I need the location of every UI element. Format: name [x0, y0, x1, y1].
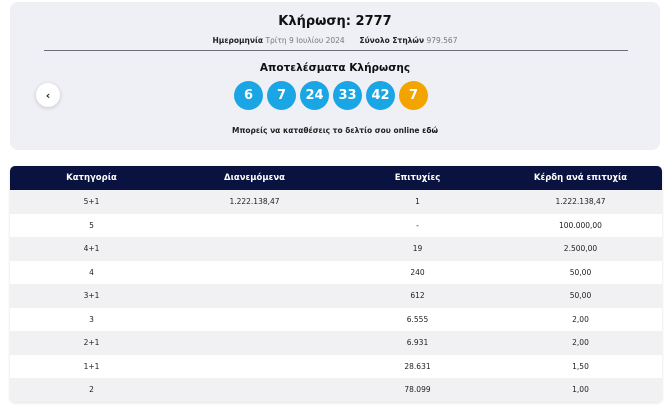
draw-title: Κλήρωση: 2777	[278, 14, 392, 29]
table-row: 2+1 6.931 2,00	[10, 331, 662, 355]
category-cell: 3+1	[10, 284, 173, 308]
prize-cell: 50,00	[499, 284, 662, 308]
columns-label: Σύνολο Στηλών	[359, 36, 425, 45]
distributed-cell	[173, 307, 336, 331]
column-header-winners: Επιτυχίες	[336, 166, 499, 190]
distributed-cell	[173, 260, 336, 284]
category-cell: 5+1	[10, 190, 173, 214]
category-cell: 2+1	[10, 331, 173, 355]
number-ball: 6	[234, 81, 263, 110]
prize-cell: 1,00	[499, 378, 662, 402]
winners-cell: -	[336, 213, 499, 237]
prize-cell: 1,50	[499, 354, 662, 378]
table-header-row: Κατηγορία Διανεμόμενα Επιτυχίες Κέρδη αν…	[10, 166, 662, 190]
distributed-cell	[173, 331, 336, 355]
prize-cell: 2,00	[499, 307, 662, 331]
column-header-distributed: Διανεμόμενα	[173, 166, 336, 190]
results-title: Αποτελέσματα Κλήρωσης	[259, 62, 411, 74]
distributed-cell: 1.222.138,47	[173, 190, 336, 214]
category-cell: 4	[10, 260, 173, 284]
winners-cell: 6.555	[336, 307, 499, 331]
columns-value: 979.567	[426, 36, 458, 45]
winners-cell: 78.099	[336, 378, 499, 402]
distributed-cell	[173, 237, 336, 261]
distributed-cell	[173, 284, 336, 308]
winning-numbers: 6 7 24 33 42 7	[234, 81, 428, 110]
chevron-left-icon: ‹	[45, 88, 51, 102]
table-row: 1+1 28.631 1,50	[10, 354, 662, 378]
distributed-cell	[173, 378, 336, 402]
bet-online-link[interactable]: εδώ	[422, 126, 438, 135]
winners-cell: 19	[336, 237, 499, 261]
table-row: 5+1 1.222.138,47 1 1.222.138,47	[10, 190, 662, 214]
divider	[44, 50, 628, 51]
previous-draw-button[interactable]: ‹	[36, 83, 60, 107]
prize-cell: 2.500,00	[499, 237, 662, 261]
category-cell: 3	[10, 307, 173, 331]
prize-table: Κατηγορία Διανεμόμενα Επιτυχίες Κέρδη αν…	[10, 166, 662, 402]
number-ball: 33	[333, 81, 362, 110]
category-cell: 4+1	[10, 237, 173, 261]
column-header-prize-per-winner: Κέρδη ανά επιτυχία	[499, 166, 662, 190]
bet-online-text: Μπορείς να καταθέσεις το δελτίο σου onli…	[10, 126, 660, 135]
number-ball: 42	[366, 81, 395, 110]
winners-cell: 28.631	[336, 354, 499, 378]
prize-cell: 1.222.138,47	[499, 190, 662, 214]
distributed-cell	[173, 213, 336, 237]
winners-cell: 240	[336, 260, 499, 284]
prize-cell: 50,00	[499, 260, 662, 284]
table-row: 4+1 19 2.500,00	[10, 237, 662, 261]
table-row: 3 6.555 2,00	[10, 307, 662, 331]
table-row: 2 78.099 1,00	[10, 378, 662, 402]
bonus-ball: 7	[399, 81, 428, 110]
number-ball: 24	[300, 81, 329, 110]
draw-card: Κλήρωση: 2777 Ημερομηνία Τρίτη 9 Ιουλίου…	[10, 2, 660, 150]
winners-cell: 612	[336, 284, 499, 308]
column-header-category: Κατηγορία	[10, 166, 173, 190]
table-row: 3+1 612 50,00	[10, 284, 662, 308]
category-cell: 2	[10, 378, 173, 402]
prize-cell: 100.000,00	[499, 213, 662, 237]
draw-meta: Ημερομηνία Τρίτη 9 Ιουλίου 2024 Σύνολο Σ…	[10, 36, 660, 45]
category-cell: 5	[10, 213, 173, 237]
date-label: Ημερομηνία	[212, 36, 264, 45]
date-value: Τρίτη 9 Ιουλίου 2024	[265, 36, 345, 45]
prize-cell: 2,00	[499, 331, 662, 355]
table-row: 4 240 50,00	[10, 260, 662, 284]
category-cell: 1+1	[10, 354, 173, 378]
distributed-cell	[173, 354, 336, 378]
bet-online-label: Μπορείς να καταθέσεις το δελτίο σου onli…	[232, 126, 420, 135]
winners-cell: 1	[336, 190, 499, 214]
winners-cell: 6.931	[336, 331, 499, 355]
table-row: 5 - 100.000,00	[10, 213, 662, 237]
number-ball: 7	[267, 81, 296, 110]
